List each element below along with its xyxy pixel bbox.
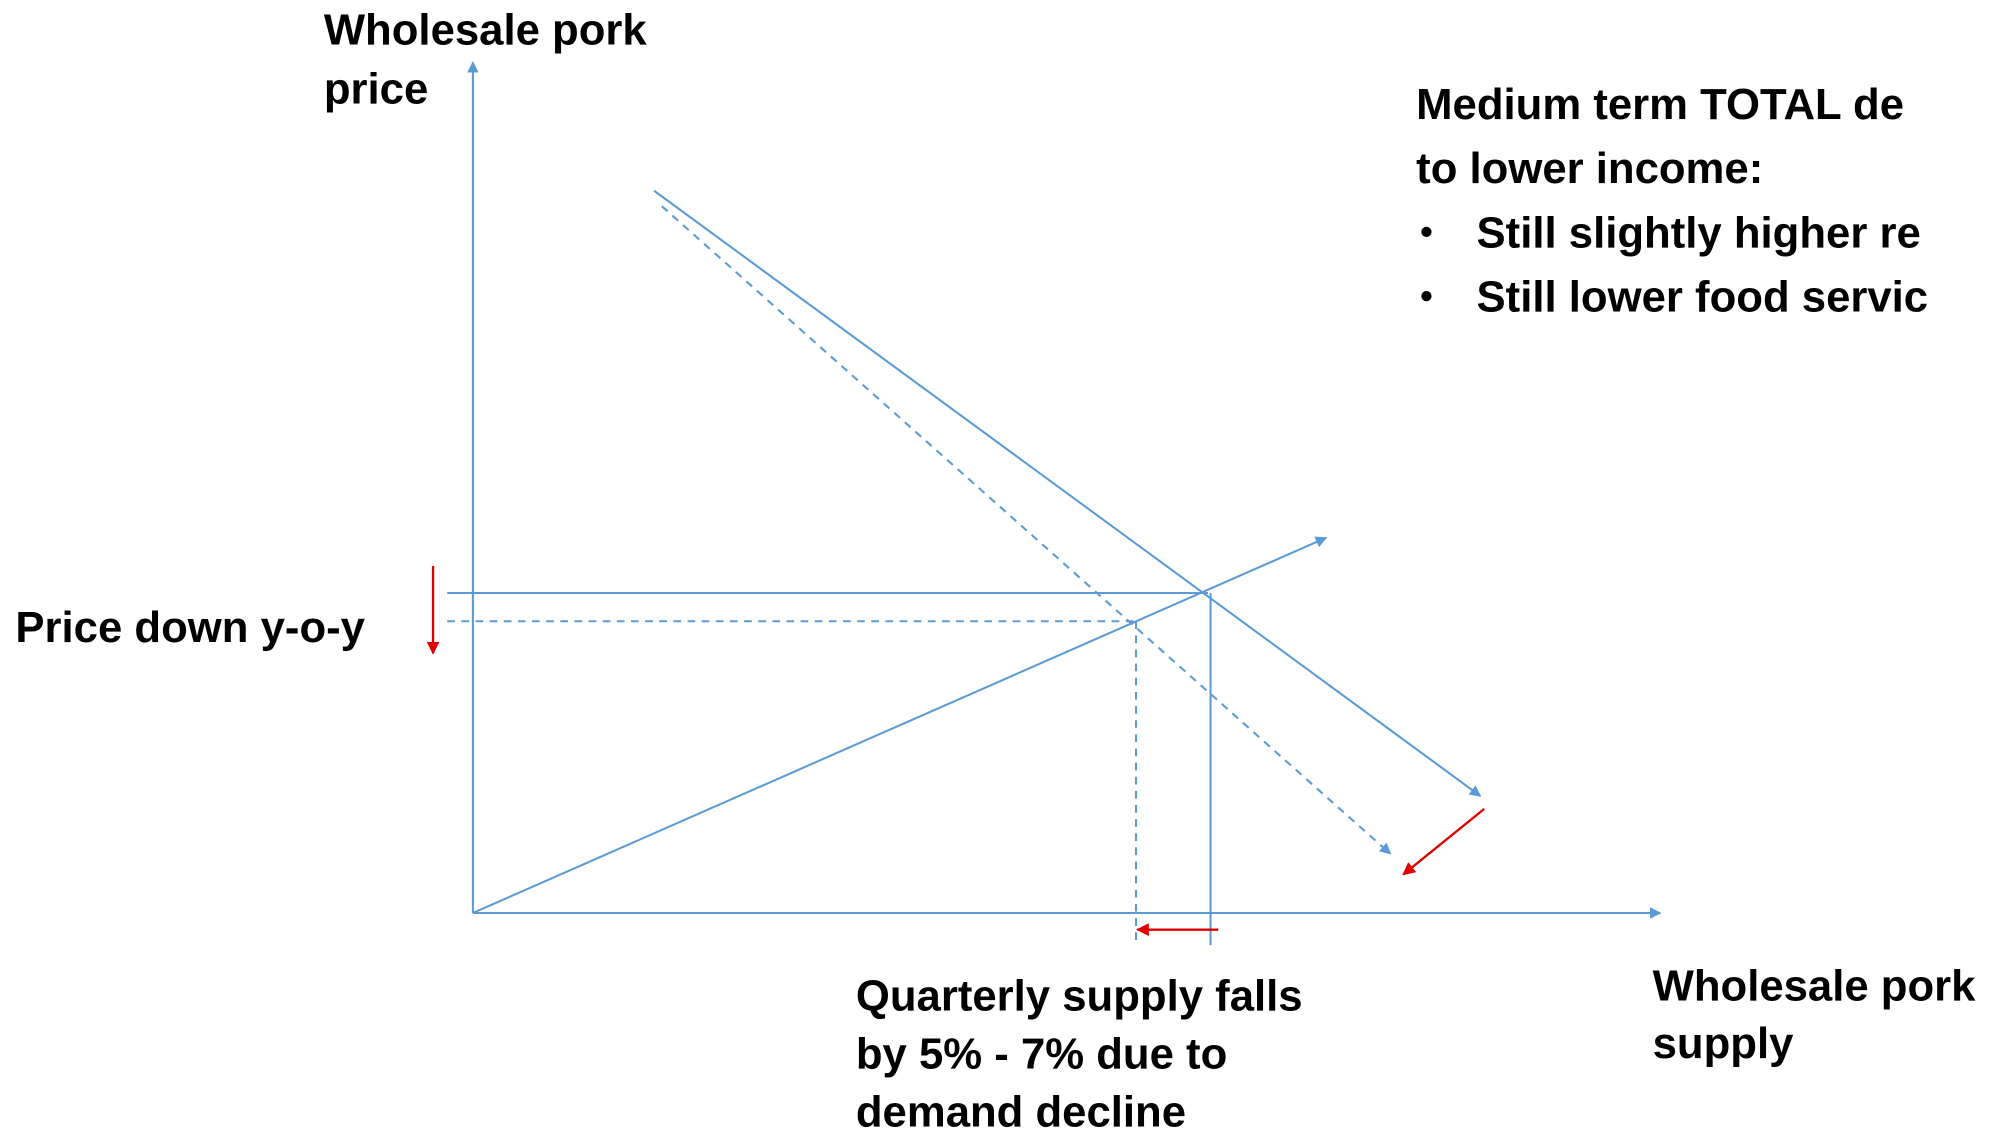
note-bullet: Still slightly higher re — [1477, 208, 1921, 257]
note-bullet: Still lower food servic — [1477, 273, 1929, 322]
supply-annotation: Quarterly supply falls — [856, 972, 1303, 1021]
price-annotation: Price down y-o-y — [15, 603, 365, 652]
note-heading: to lower income: — [1416, 144, 1763, 193]
supply-curve — [472, 536, 1328, 914]
bullet — [1421, 290, 1432, 302]
demand-shift-arrow — [1402, 807, 1485, 876]
y-axis-label: Wholesale pork — [324, 5, 648, 54]
supply-annotation: by 5% - 7% due to — [856, 1029, 1227, 1078]
lines — [426, 61, 1662, 946]
new-demand-curve — [661, 205, 1392, 855]
note-heading: Medium term TOTAL de — [1416, 80, 1904, 129]
y-axis-label: price — [324, 64, 428, 113]
demand-curve — [653, 189, 1482, 797]
x-axis-label: supply — [1653, 1019, 1794, 1068]
bullet — [1421, 226, 1432, 238]
supply-annotation: demand decline — [856, 1087, 1186, 1132]
x-axis-label: Wholesale pork — [1653, 961, 1977, 1010]
